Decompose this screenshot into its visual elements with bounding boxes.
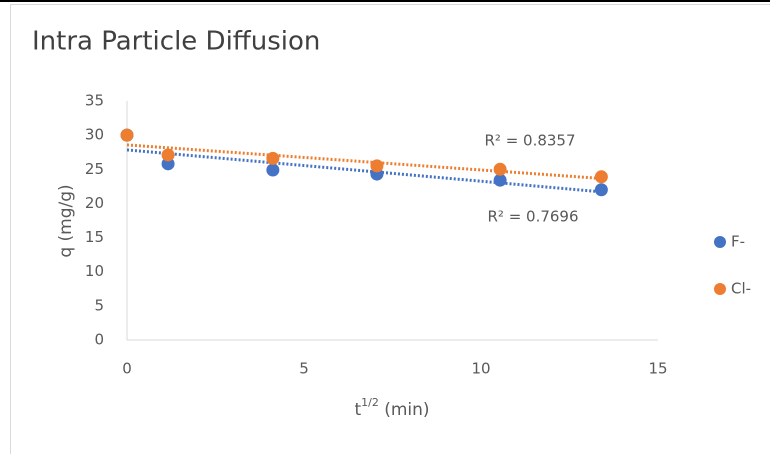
legend-marker [714, 236, 726, 248]
x-label-rest: (min) [379, 400, 430, 420]
data-point [493, 173, 507, 187]
y-tick-label: 15 [85, 228, 104, 246]
y-tick-label: 0 [94, 331, 104, 349]
legend-label: Cl- [731, 280, 751, 298]
x-label-base: t [354, 400, 361, 420]
y-tick-label: 30 [85, 126, 104, 144]
x-tick-label: 5 [299, 360, 309, 378]
chart-frame [10, 4, 770, 454]
data-point [120, 128, 134, 142]
trendline [126, 148, 602, 194]
y-tick-label: 20 [85, 194, 104, 212]
data-point [266, 151, 280, 165]
data-point [161, 148, 175, 162]
legend-label: F- [731, 233, 745, 251]
trendline [126, 143, 602, 180]
r2-annotation: R² = 0.7696 [487, 208, 578, 226]
x-label-sup: 1/2 [361, 396, 379, 409]
y-tick-label: 35 [85, 92, 104, 110]
x-tick-label: 0 [122, 360, 132, 378]
y-tick-label: 10 [85, 262, 104, 280]
data-point [266, 163, 280, 177]
y-tick-label: 5 [94, 296, 104, 314]
data-point [594, 170, 608, 184]
y-axis-label: q (mg/g) [56, 184, 76, 257]
x-tick-label: 10 [471, 360, 490, 378]
x-tick-label: 15 [648, 360, 667, 378]
x-axis-label: t1/2 (min) [354, 396, 429, 420]
legend-marker [714, 283, 726, 295]
r2-annotation: R² = 0.8357 [484, 132, 575, 150]
y-tick-label: 25 [85, 160, 104, 178]
data-point [594, 183, 608, 197]
chart-title: Intra Particle Diffusion [32, 27, 320, 57]
data-point [370, 159, 384, 173]
data-point [493, 162, 507, 176]
